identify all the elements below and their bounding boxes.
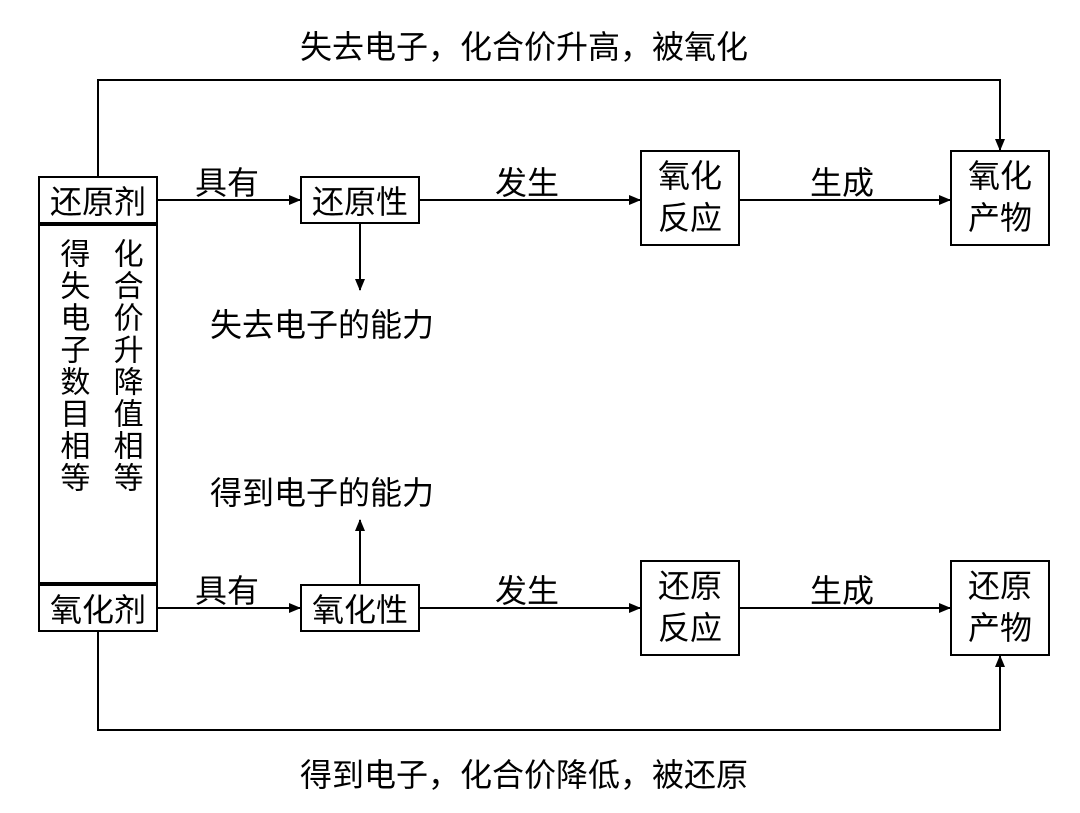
label-text: 失去电子的能力 <box>210 307 434 343</box>
node-label: 还原 产物 <box>968 566 1032 649</box>
diagram-canvas: 还原剂 还原性 氧化 反应 氧化 产物 得失电子数目相等 化合价升降值相等 氧化… <box>0 0 1080 813</box>
node-label: 还原性 <box>312 177 408 223</box>
vertical-text-left: 得失电子数目相等 <box>49 238 93 494</box>
node-reduction-reaction: 还原 反应 <box>640 560 740 656</box>
label-text: 具有 <box>195 165 259 201</box>
edge-label-occur2: 发生 <box>495 566 559 612</box>
node-oxidation-product: 氧化 产物 <box>950 150 1050 246</box>
edge-label-produce2: 生成 <box>810 566 874 612</box>
label-text: 发生 <box>495 165 559 201</box>
vertical-connector-box: 得失电子数目相等 化合价升降值相等 <box>38 224 158 584</box>
node-label: 氧化性 <box>312 585 408 631</box>
label-text: 生成 <box>810 165 874 201</box>
edge-label-produce1: 生成 <box>810 158 874 204</box>
node-label: 氧化剂 <box>50 585 146 631</box>
edge-label-occur1: 发生 <box>495 158 559 204</box>
node-oxidizing-agent: 氧化剂 <box>38 584 158 632</box>
edge-label-top-path: 失去电子，化合价升高，被氧化 <box>300 22 748 68</box>
node-reducibility: 还原性 <box>300 176 420 224</box>
free-label-gain-e: 得到电子的能力 <box>210 468 434 514</box>
node-reduction-product: 还原 产物 <box>950 560 1050 656</box>
label-text: 失去电子，化合价升高，被氧化 <box>300 29 748 65</box>
node-label: 还原 反应 <box>658 566 722 649</box>
node-label: 氧化 产物 <box>968 156 1032 239</box>
node-label: 氧化 反应 <box>658 156 722 239</box>
label-text: 生成 <box>810 573 874 609</box>
arrows-layer <box>0 0 1080 813</box>
node-oxidizability: 氧化性 <box>300 584 420 632</box>
node-label: 还原剂 <box>50 177 146 223</box>
label-text: 发生 <box>495 573 559 609</box>
vertical-text-right: 化合价升降值相等 <box>103 238 147 494</box>
free-label-lose-e: 失去电子的能力 <box>210 300 434 346</box>
edge-label-has1: 具有 <box>195 158 259 204</box>
label-text: 得到电子的能力 <box>210 475 434 511</box>
edge-label-has2: 具有 <box>195 566 259 612</box>
node-reducing-agent: 还原剂 <box>38 176 158 224</box>
edge-label-bottom-path: 得到电子，化合价降低，被还原 <box>300 750 748 796</box>
label-text: 具有 <box>195 573 259 609</box>
label-text: 得到电子，化合价降低，被还原 <box>300 757 748 793</box>
node-oxidation-reaction: 氧化 反应 <box>640 150 740 246</box>
